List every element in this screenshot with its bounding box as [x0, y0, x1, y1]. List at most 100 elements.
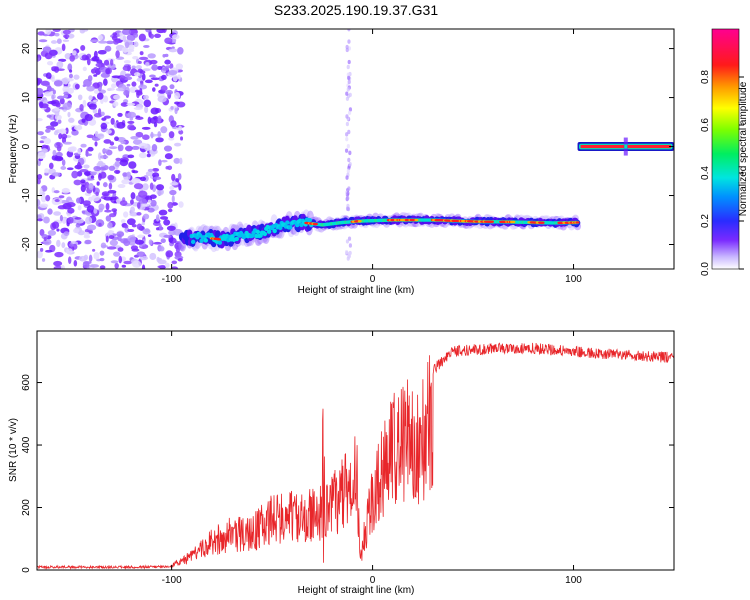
noise-blob — [56, 228, 60, 232]
noise-blob — [131, 177, 141, 184]
noise-blob — [147, 53, 156, 59]
noise-blob — [37, 31, 45, 36]
noise-blob — [61, 43, 66, 52]
noise-blob — [37, 250, 43, 259]
noise-blob — [114, 262, 119, 269]
noise-blob — [96, 92, 104, 100]
noise-blob — [53, 260, 63, 267]
noise-blob — [160, 126, 168, 134]
noise-blob — [112, 101, 119, 107]
noise-blob — [99, 265, 106, 269]
noise-blob — [177, 47, 184, 55]
streak-blob — [347, 79, 351, 85]
noise-blob — [51, 221, 60, 229]
y-tick-label: 10 — [21, 92, 32, 104]
noise-blob — [60, 265, 65, 269]
noise-blob — [97, 49, 107, 55]
noise-blob — [126, 83, 131, 87]
noise-blob — [143, 94, 149, 100]
noise-blob — [51, 94, 55, 100]
noise-blob — [148, 239, 153, 246]
noise-blob — [82, 200, 91, 207]
noise-blob — [39, 140, 45, 144]
streak-blob — [347, 186, 351, 191]
noise-blob — [174, 107, 178, 115]
noise-blob — [137, 60, 142, 64]
noise-blob — [109, 59, 114, 66]
noise-blob — [144, 79, 153, 84]
noise-blob — [62, 39, 70, 43]
noise-blob — [54, 251, 64, 258]
streak-blob — [345, 206, 350, 211]
noise-blob — [161, 74, 167, 81]
noise-blob — [110, 117, 115, 125]
noise-blob — [53, 80, 63, 87]
noise-blob — [87, 146, 94, 152]
noise-blob — [121, 29, 132, 36]
noise-blob — [136, 212, 142, 216]
noise-blob — [156, 184, 165, 191]
noise-blob — [158, 159, 162, 167]
streak-blob — [347, 75, 351, 81]
snr-x-axis-label: Height of straight line (km) — [298, 585, 415, 596]
noise-blob — [98, 207, 103, 213]
noise-blob — [93, 99, 98, 103]
noise-blob — [122, 172, 128, 177]
noise-blob — [155, 227, 160, 231]
streak-blob — [345, 136, 349, 142]
noise-blob — [147, 168, 154, 172]
noise-blob — [178, 129, 184, 135]
noise-blob — [163, 219, 171, 226]
noise-blob — [111, 35, 118, 41]
streak-blob — [344, 249, 349, 255]
noise-blob — [37, 199, 41, 207]
noise-blob — [150, 131, 154, 139]
noise-blob — [173, 157, 181, 164]
noise-blob — [134, 239, 145, 245]
noise-blob — [56, 144, 62, 152]
noise-blob — [168, 137, 175, 141]
snr-series-line — [37, 342, 674, 570]
track-hot — [313, 222, 318, 226]
streak-blob — [347, 236, 352, 241]
noise-blob — [44, 52, 53, 60]
noise-blob — [75, 223, 81, 228]
noise-blob — [149, 117, 158, 124]
noise-blob — [103, 196, 113, 201]
noise-blob — [38, 39, 48, 43]
track-inner — [203, 238, 208, 243]
noise-blob — [112, 32, 118, 36]
noise-blob — [115, 87, 124, 92]
noise-blob — [111, 75, 121, 79]
noise-blob — [153, 176, 162, 180]
noise-blob — [80, 143, 87, 148]
noise-blob — [67, 87, 75, 94]
track-inner — [234, 236, 239, 242]
noise-blob — [39, 187, 43, 195]
noise-blob — [135, 65, 142, 70]
noise-blob — [131, 81, 137, 87]
noise-blob — [102, 149, 108, 152]
streak-blob — [344, 148, 349, 153]
noise-blob — [145, 61, 150, 67]
noise-blob — [59, 214, 63, 222]
track-hot — [540, 221, 545, 224]
noise-blob — [164, 153, 173, 160]
noise-blob — [97, 160, 104, 167]
noise-blob — [43, 91, 53, 97]
noise-blob — [83, 164, 90, 169]
noise-blob — [124, 48, 135, 53]
noise-blob — [141, 126, 151, 130]
noise-blob — [156, 188, 164, 196]
noise-blob — [130, 206, 135, 214]
noise-blob — [93, 74, 98, 77]
noise-blob — [51, 172, 61, 177]
noise-blob — [68, 243, 75, 247]
streak-blob — [346, 144, 350, 149]
noise-blob — [136, 251, 146, 257]
noise-blob — [168, 69, 178, 76]
noise-blob — [93, 165, 102, 172]
noise-blob — [67, 256, 72, 264]
noise-blob — [97, 133, 105, 139]
noise-blob — [147, 234, 152, 237]
